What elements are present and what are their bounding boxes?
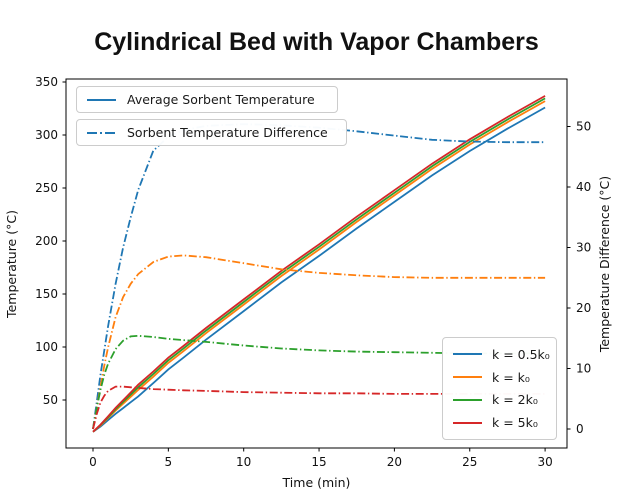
solid-line-sample [453,353,482,356]
legend-label: k = k₀ [492,369,530,385]
x-tick-label: 15 [311,455,326,469]
y-left-tick-label: 200 [35,234,58,248]
legend-label: k = 2k₀ [492,392,538,408]
y-left-tick-label: 150 [35,287,58,301]
y-axis-left-label: Temperature (°C) [4,210,19,319]
plot-frame [65,78,568,449]
legend-label: Average Sorbent Temperature [127,92,315,107]
legend-temperature-difference: Sorbent Temperature Difference [76,119,347,146]
legend-label: Sorbent Temperature Difference [127,125,328,140]
legend-average-temperature: Average Sorbent Temperature [76,86,338,113]
curve-diff-k1 [92,254,546,430]
y-right-tick-label: 50 [576,120,591,134]
x-tick-label: 20 [387,455,402,469]
x-axis-label: Time (min) [282,475,351,490]
x-tick-label: 30 [537,455,552,469]
y-right-tick-label: 40 [576,180,591,194]
y-left-tick-label: 250 [35,181,58,195]
curve-temp-k0p5 [92,106,546,433]
legend-k-values: k = 0.5k₀ k = k₀ k = 2k₀ k = 5k₀ [442,337,557,440]
y-right-tick-label: 0 [576,422,584,436]
x-tick-label: 25 [462,455,477,469]
y-left-tick-label: 350 [35,75,58,89]
y-axis-right-label: Temperature Difference (°C) [597,176,612,353]
y-left-tick-label: 300 [35,128,58,142]
x-tick-label: 10 [236,455,251,469]
chart-title: Cylindrical Bed with Vapor Chambers [94,28,539,56]
legend-row-k5: k = 5k₀ [443,415,556,430]
y-left-tick-label: 100 [35,340,58,354]
x-tick-label: 0 [89,455,97,469]
dashdot-line-sample [87,131,116,134]
y-left-tick-label: 50 [43,393,58,407]
legend-label: k = 5k₀ [492,415,538,431]
solid-line-sample [87,98,116,101]
legend-row-k2: k = 2k₀ [443,392,556,407]
solid-line-sample [453,398,482,401]
solid-line-sample [453,421,482,424]
solid-line-sample [453,376,482,379]
y-right-tick-label: 30 [576,241,591,255]
y-right-tick-label: 20 [576,301,591,315]
legend-row-k05: k = 0.5k₀ [443,347,556,362]
legend-row-k1: k = k₀ [443,370,556,385]
curve-temp-k5 [92,95,546,433]
y-right-tick-label: 10 [576,362,591,376]
legend-label: k = 0.5k₀ [492,346,550,362]
x-tick-label: 5 [165,455,173,469]
legend-row: Sorbent Temperature Difference [77,120,346,145]
curve-diff-k2 [92,334,546,430]
legend-row: Average Sorbent Temperature [77,87,337,112]
